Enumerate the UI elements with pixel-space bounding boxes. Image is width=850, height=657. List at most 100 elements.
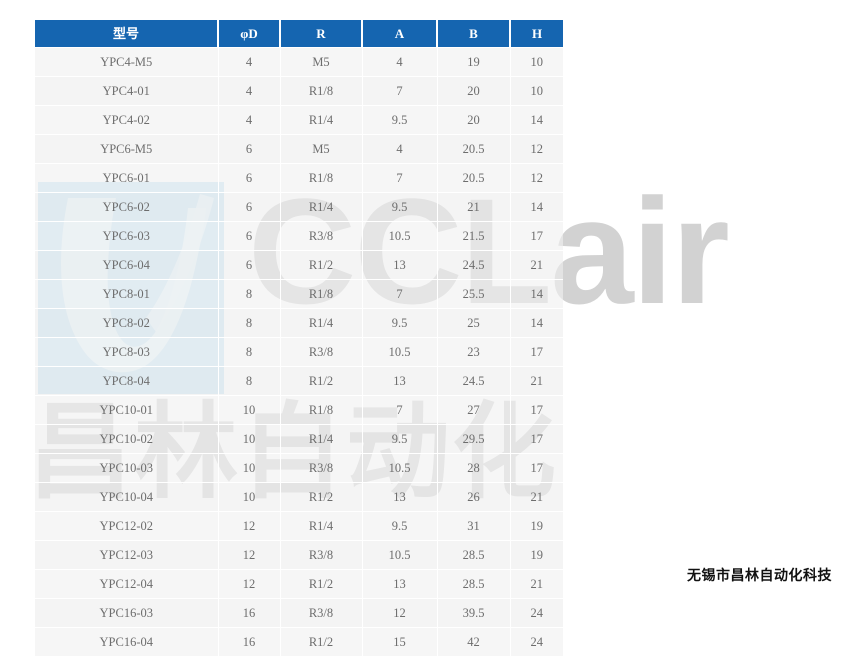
cell-H: 19: [509, 540, 563, 570]
table-row: YPC4-01 4 R1/8 7 20 10: [35, 76, 563, 106]
cell-R: R1/2: [279, 366, 363, 396]
cell-R: R3/8: [279, 221, 363, 251]
cell-B: 28: [436, 453, 511, 483]
cell-R: R1/2: [279, 482, 363, 512]
cell-R: R3/8: [279, 598, 363, 628]
column-header-H: H: [509, 20, 563, 48]
cell-model: YPC4-01: [35, 76, 219, 106]
cell-B: 24.5: [436, 366, 511, 396]
cell-model: YPC6-01: [35, 163, 219, 193]
cell-phiD: 12: [217, 511, 281, 541]
cell-R: R1/8: [279, 279, 363, 309]
cell-model: YPC16-03: [35, 598, 219, 628]
cell-R: R1/2: [279, 627, 363, 657]
table-row: YPC6-03 6 R3/8 10.5 21.5 17: [35, 221, 563, 251]
cell-H: 17: [509, 424, 563, 454]
cell-B: 19: [436, 47, 511, 77]
cell-phiD: 16: [217, 627, 281, 657]
cell-model: YPC10-02: [35, 424, 219, 454]
cell-phiD: 6: [217, 192, 281, 222]
cell-R: R1/8: [279, 395, 363, 425]
table-row: YPC12-03 12 R3/8 10.5 28.5 19: [35, 540, 563, 570]
cell-A: 9.5: [361, 511, 438, 541]
table-row: YPC8-04 8 R1/2 13 24.5 21: [35, 366, 563, 396]
cell-H: 14: [509, 279, 563, 309]
table-body: YPC4-M5 4 M5 4 19 10 YPC4-01 4 R1/8 7 20 10 YPC4-02 4…: [35, 47, 563, 657]
cell-A: 10.5: [361, 221, 438, 251]
cell-B: 28.5: [436, 569, 511, 599]
cell-B: 39.5: [436, 598, 511, 628]
cell-model: YPC10-03: [35, 453, 219, 483]
cell-model: YPC6-02: [35, 192, 219, 222]
cell-H: 21: [509, 250, 563, 280]
cell-A: 10.5: [361, 540, 438, 570]
cell-phiD: 8: [217, 308, 281, 338]
cell-A: 9.5: [361, 308, 438, 338]
cell-R: R1/8: [279, 76, 363, 106]
cell-H: 14: [509, 105, 563, 135]
cell-model: YPC12-04: [35, 569, 219, 599]
table-row: YPC8-03 8 R3/8 10.5 23 17: [35, 337, 563, 367]
cell-A: 9.5: [361, 105, 438, 135]
column-header-A: A: [361, 20, 438, 48]
cell-R: M5: [279, 134, 363, 164]
cell-B: 24.5: [436, 250, 511, 280]
cell-model: YPC4-02: [35, 105, 219, 135]
table-row: YPC16-03 16 R3/8 12 39.5 24: [35, 598, 563, 628]
cell-A: 7: [361, 163, 438, 193]
cell-H: 17: [509, 453, 563, 483]
table-row: YPC4-M5 4 M5 4 19 10: [35, 47, 563, 77]
cell-phiD: 6: [217, 221, 281, 251]
cell-phiD: 8: [217, 279, 281, 309]
cell-model: YPC8-03: [35, 337, 219, 367]
cell-R: R1/2: [279, 250, 363, 280]
cell-B: 20.5: [436, 134, 511, 164]
table-row: YPC4-02 4 R1/4 9.5 20 14: [35, 105, 563, 135]
cell-phiD: 8: [217, 337, 281, 367]
column-header-phiD: φD: [217, 20, 281, 48]
cell-H: 21: [509, 482, 563, 512]
cell-A: 9.5: [361, 424, 438, 454]
cell-A: 13: [361, 482, 438, 512]
cell-B: 28.5: [436, 540, 511, 570]
cell-B: 21: [436, 192, 511, 222]
cell-B: 20: [436, 105, 511, 135]
cell-H: 14: [509, 192, 563, 222]
column-header-B: B: [436, 20, 511, 48]
cell-B: 27: [436, 395, 511, 425]
cell-phiD: 6: [217, 134, 281, 164]
cell-R: R1/4: [279, 105, 363, 135]
cell-model: YPC12-02: [35, 511, 219, 541]
specification-table: 型号 φD R A B H YPC4-M5 4 M5 4 19 10 YPC4-01 4 R1/8 7 20 1…: [35, 20, 563, 657]
cell-model: YPC10-04: [35, 482, 219, 512]
table-row: YPC8-01 8 R1/8 7 25.5 14: [35, 279, 563, 309]
cell-H: 14: [509, 308, 563, 338]
cell-model: YPC10-01: [35, 395, 219, 425]
cell-R: M5: [279, 47, 363, 77]
cell-phiD: 6: [217, 163, 281, 193]
cell-H: 17: [509, 337, 563, 367]
cell-phiD: 8: [217, 366, 281, 396]
cell-model: YPC16-04: [35, 627, 219, 657]
cell-R: R3/8: [279, 453, 363, 483]
cell-phiD: 10: [217, 395, 281, 425]
cell-B: 20: [436, 76, 511, 106]
cell-H: 21: [509, 569, 563, 599]
cell-A: 4: [361, 47, 438, 77]
cell-H: 24: [509, 627, 563, 657]
table-row: YPC16-04 16 R1/2 15 42 24: [35, 627, 563, 657]
cell-phiD: 12: [217, 540, 281, 570]
cell-H: 12: [509, 134, 563, 164]
company-name-footer: 无锡市昌林自动化科技: [687, 568, 832, 584]
table-header-row: 型号 φD R A B H: [35, 20, 563, 48]
cell-B: 26: [436, 482, 511, 512]
cell-model: YPC4-M5: [35, 47, 219, 77]
cell-model: YPC8-02: [35, 308, 219, 338]
cell-A: 12: [361, 598, 438, 628]
cell-phiD: 4: [217, 47, 281, 77]
cell-model: YPC8-01: [35, 279, 219, 309]
cell-model: YPC6-M5: [35, 134, 219, 164]
cell-H: 19: [509, 511, 563, 541]
cell-H: 17: [509, 221, 563, 251]
